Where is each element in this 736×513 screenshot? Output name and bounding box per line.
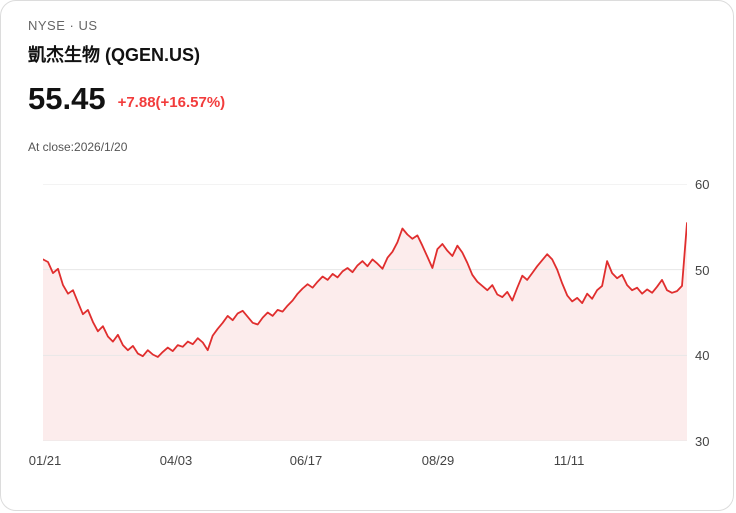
x-axis-tick: 11/11 (553, 453, 585, 468)
x-axis-tick: 06/17 (289, 453, 323, 468)
x-axis-tick: 01/21 (28, 453, 62, 468)
last-price: 55.45 (28, 81, 106, 116)
price-chart (42, 183, 688, 442)
y-axis-tick: 60 (695, 177, 710, 192)
quote-header: NYSE · US 凱杰生物 (QGEN.US) (28, 18, 200, 67)
as-of-label: At close:2026/1/20 (28, 140, 128, 154)
y-axis-tick: 50 (695, 263, 710, 278)
y-axis-tick: 30 (695, 434, 710, 449)
x-axis-tick: 08/29 (421, 453, 455, 468)
price-change: +7.88(+16.57%) (117, 94, 226, 111)
y-axis-tick: 40 (695, 348, 710, 363)
price-chart-plot[interactable] (42, 183, 688, 442)
price-row: 55.45 +7.88(+16.57%) (28, 83, 225, 114)
x-axis-tick: 04/03 (159, 453, 193, 468)
stock-title: 凱杰生物 (QGEN.US) (28, 45, 201, 65)
exchange-label: NYSE · US (28, 18, 98, 33)
